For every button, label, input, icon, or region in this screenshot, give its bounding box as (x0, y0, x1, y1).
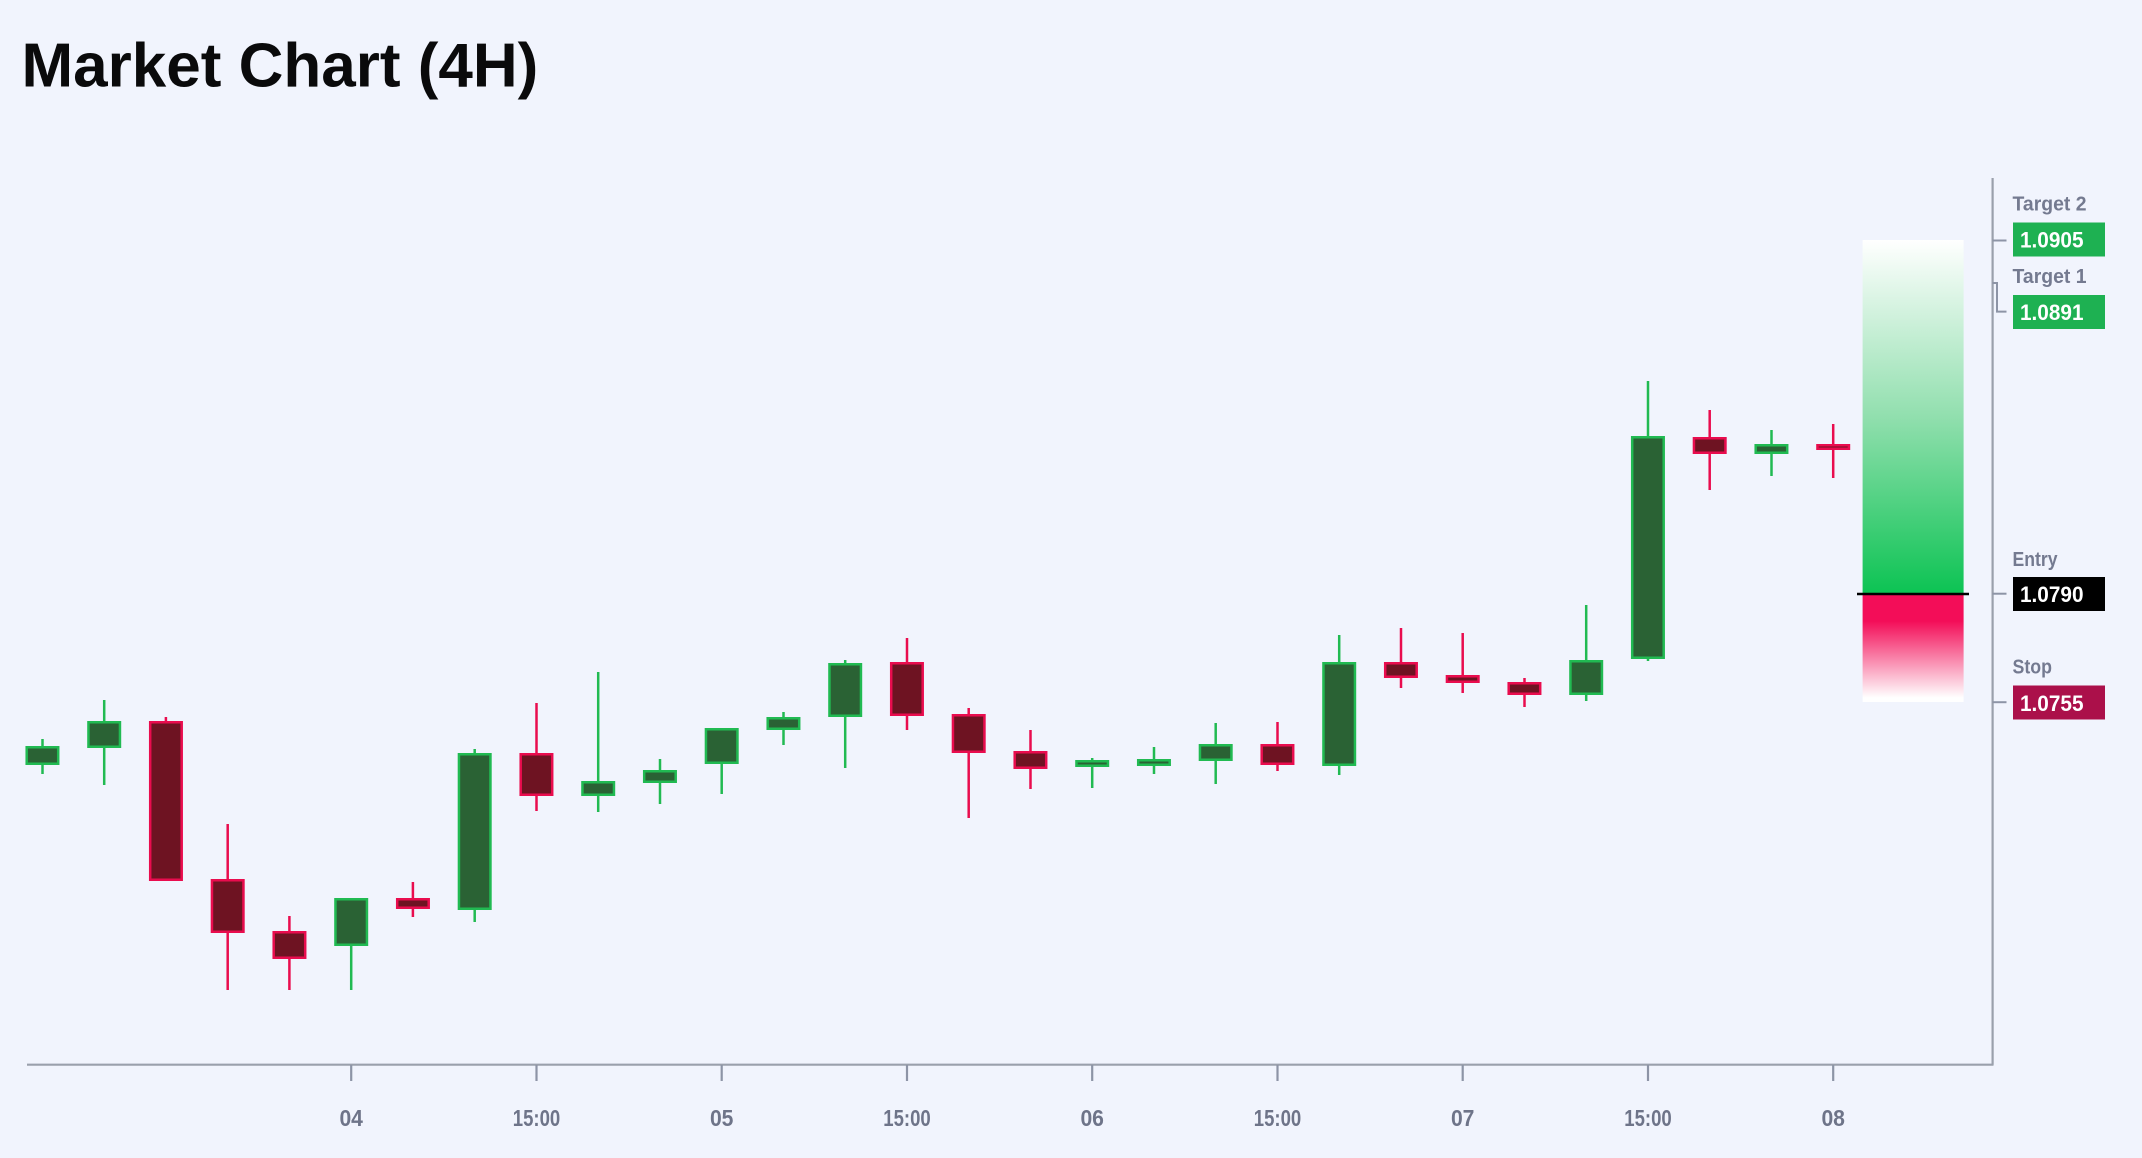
svg-text:07: 07 (1451, 1105, 1475, 1131)
svg-text:04: 04 (339, 1105, 363, 1131)
svg-text:05: 05 (710, 1105, 734, 1131)
svg-text:15:00: 15:00 (513, 1105, 561, 1131)
svg-text:Entry: Entry (2013, 548, 2059, 571)
svg-text:15:00: 15:00 (1254, 1105, 1302, 1131)
svg-text:1.0905: 1.0905 (2020, 228, 2084, 253)
svg-text:08: 08 (1821, 1105, 1845, 1131)
svg-text:15:00: 15:00 (883, 1105, 931, 1131)
svg-text:Target 1: Target 1 (2013, 265, 2087, 288)
svg-text:1.0891: 1.0891 (2020, 300, 2084, 325)
svg-text:1.0755: 1.0755 (2020, 691, 2084, 716)
svg-text:Target 2: Target 2 (2013, 193, 2087, 216)
svg-text:15:00: 15:00 (1624, 1105, 1672, 1131)
svg-text:1.0790: 1.0790 (2020, 582, 2084, 607)
svg-text:Stop: Stop (2013, 656, 2053, 679)
svg-text:06: 06 (1080, 1105, 1104, 1131)
svg-text:Market Chart (4H): Market Chart (4H) (22, 32, 539, 101)
